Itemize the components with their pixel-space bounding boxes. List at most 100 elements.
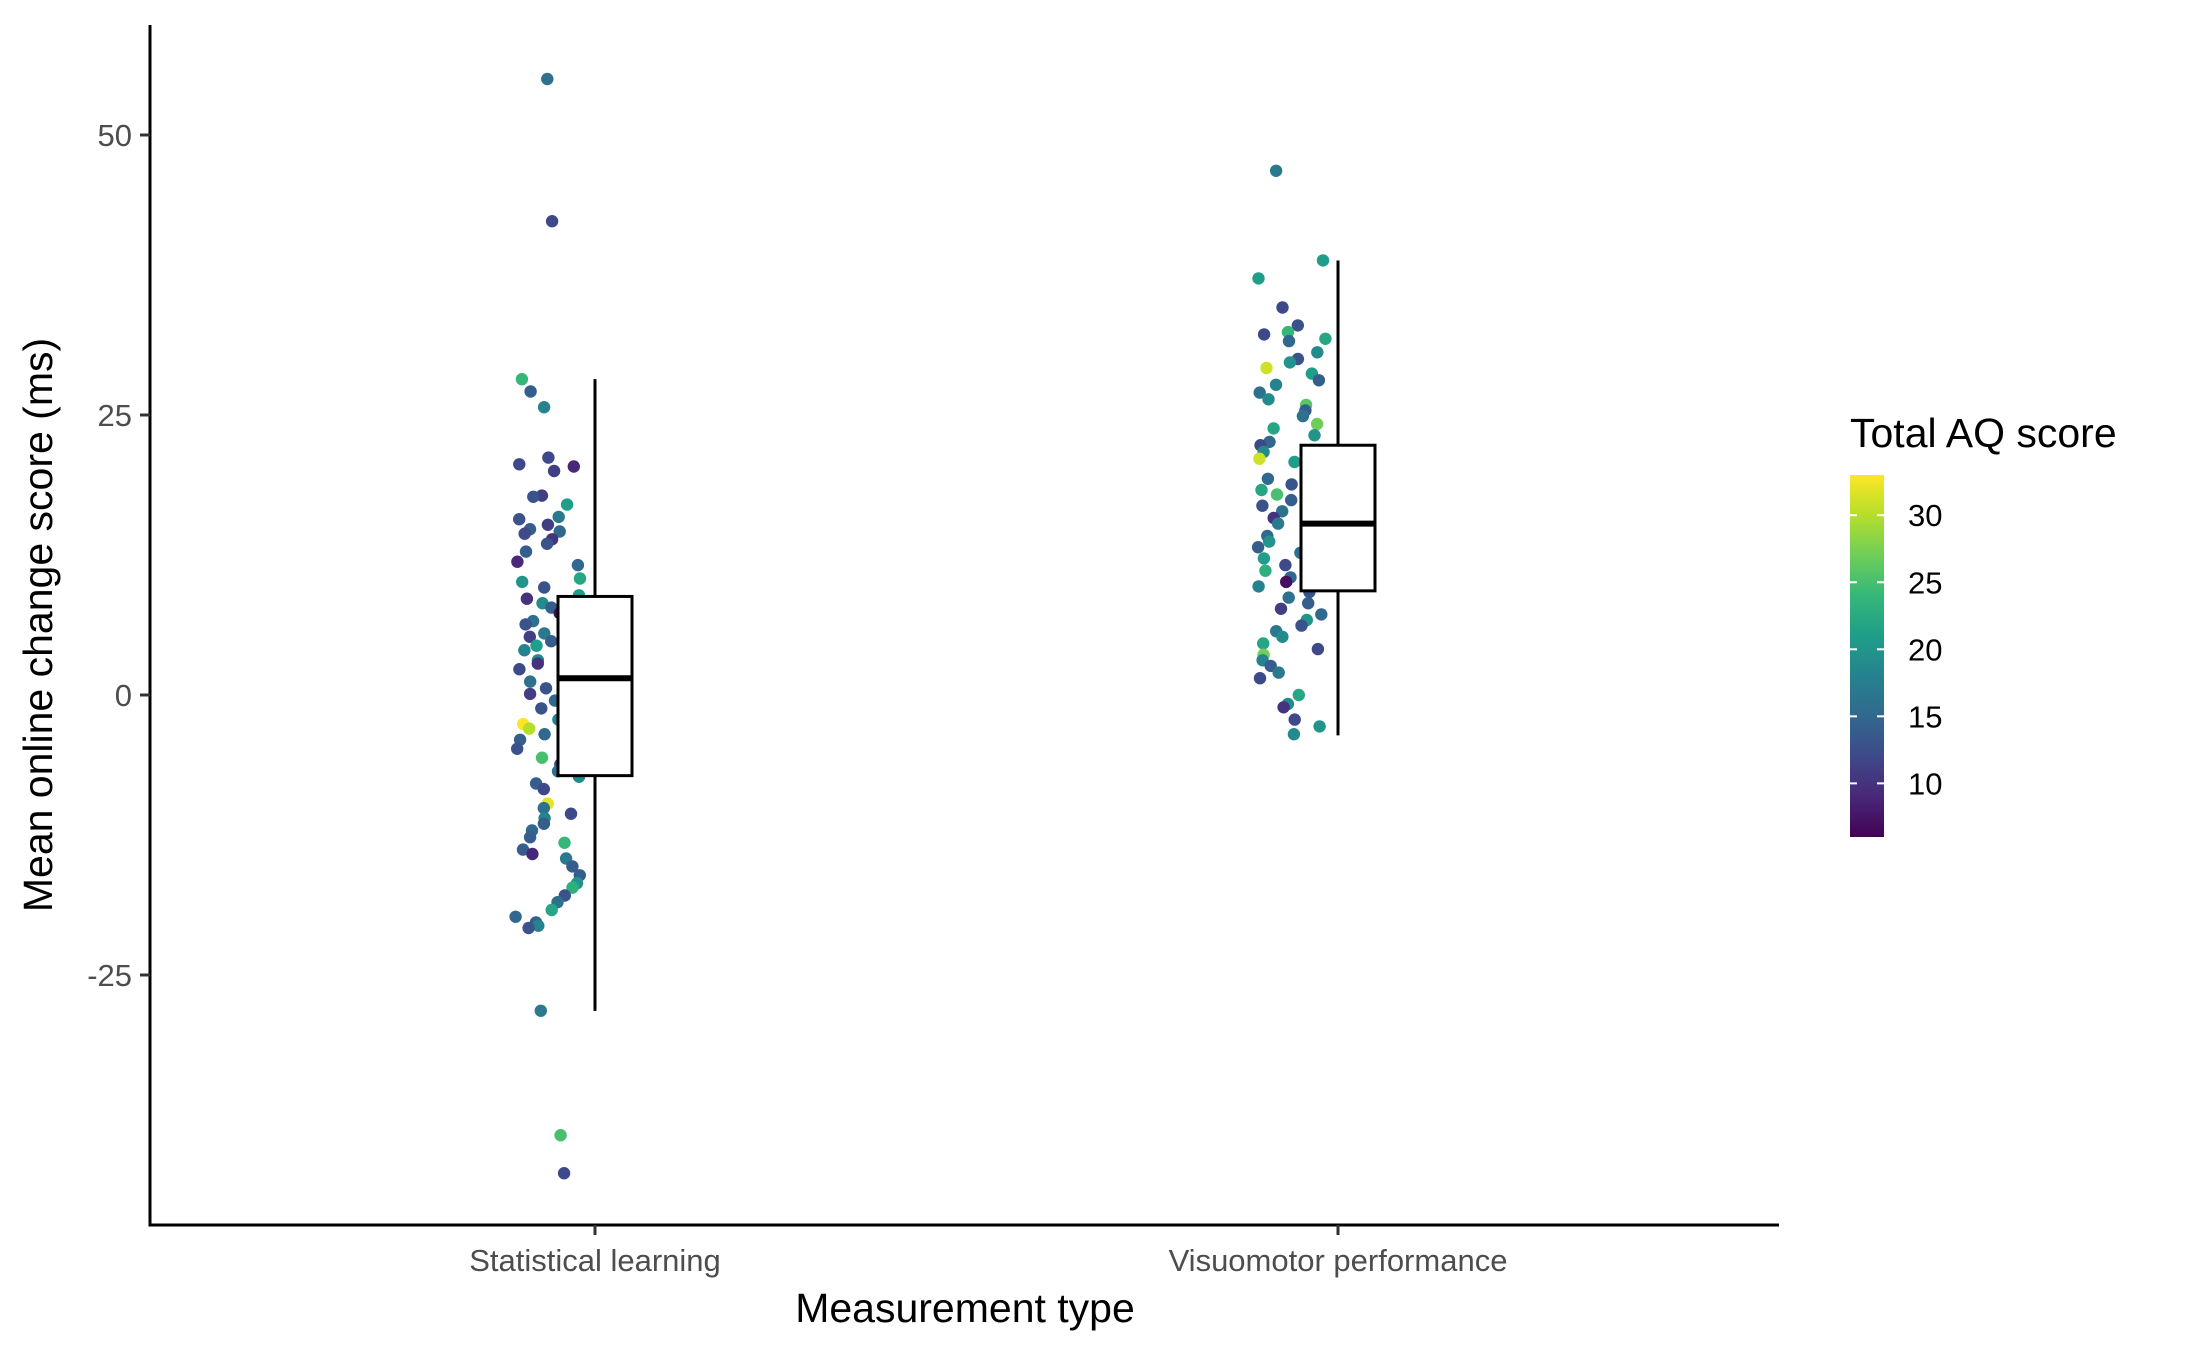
- data-point: [1311, 346, 1324, 359]
- data-point: [535, 702, 548, 715]
- y-tick-label: 0: [115, 678, 132, 713]
- data-point: [1285, 478, 1298, 491]
- data-point: [1257, 552, 1271, 565]
- data-point: [1262, 393, 1275, 406]
- data-point: [1319, 332, 1332, 345]
- data-point: [571, 558, 585, 572]
- data-point: [545, 635, 558, 648]
- data-point: [515, 373, 529, 386]
- data-point: [1295, 619, 1308, 632]
- data-point: [1269, 164, 1283, 177]
- data-point: [553, 525, 566, 538]
- data-point: [538, 581, 551, 594]
- data-point: [513, 458, 526, 471]
- data-point: [537, 801, 550, 815]
- data-point: [526, 847, 539, 861]
- data-point: [1288, 455, 1301, 469]
- data-point: [519, 618, 532, 631]
- data-point: [552, 510, 565, 524]
- y-axis-ticks: -25 0 25 50: [87, 118, 150, 993]
- data-point: [538, 728, 551, 741]
- data-point: [1269, 378, 1283, 391]
- data-point: [1313, 720, 1326, 733]
- data-point: [560, 498, 574, 511]
- data-point: [554, 1129, 567, 1142]
- colorbar-tick-label: 10: [1908, 766, 1942, 801]
- data-point: [540, 537, 554, 550]
- colorbar-ticks: 10 15 20 25 30: [1850, 498, 1942, 801]
- data-point: [1257, 637, 1270, 650]
- data-point: [1308, 429, 1321, 442]
- data-point: [1271, 517, 1285, 530]
- data-point: [1280, 575, 1293, 589]
- data-point: [545, 215, 559, 228]
- data-point: [519, 545, 533, 558]
- data-point: [524, 385, 537, 398]
- data-point: [1259, 564, 1272, 577]
- data-point: [1281, 325, 1295, 339]
- data-point: [1256, 499, 1269, 512]
- y-tick-label: -25: [87, 958, 132, 993]
- data-point: [1252, 580, 1265, 593]
- data-point: [1311, 642, 1325, 656]
- boxplots: [556, 260, 1377, 1011]
- data-point: [557, 1167, 571, 1180]
- data-point: [1296, 409, 1310, 423]
- data-point: [518, 644, 531, 657]
- data-point: [1260, 361, 1273, 375]
- data-point: [1251, 541, 1265, 554]
- data-point: [573, 572, 587, 585]
- data-point: [1292, 688, 1306, 702]
- data-point: [518, 527, 531, 540]
- data-point: [1261, 472, 1275, 485]
- data-point: [527, 490, 540, 503]
- data-point: [1253, 386, 1266, 399]
- colorbar-legend: Total AQ score 10 15 20 25 30: [1850, 410, 2117, 837]
- data-point: [523, 722, 536, 735]
- data-point: [1257, 328, 1271, 341]
- data-point: [1282, 334, 1296, 348]
- x-tick-label: Visuomotor performance: [1169, 1243, 1508, 1278]
- data-point: [537, 401, 551, 414]
- data-point: [566, 881, 579, 894]
- data-point: [1276, 505, 1289, 518]
- y-tick-label: 50: [98, 118, 132, 153]
- data-point: [516, 843, 530, 856]
- data-point: [539, 682, 553, 695]
- y-axis-title: Mean online change score (ms): [15, 338, 61, 912]
- data-point: [1315, 608, 1328, 621]
- data-point: [1291, 319, 1305, 332]
- data-point: [564, 807, 578, 820]
- data-point: [513, 663, 526, 676]
- data-point: [1272, 666, 1285, 679]
- data-point: [1283, 356, 1297, 369]
- data-point: [1255, 483, 1268, 497]
- boxplot-box: [556, 594, 634, 778]
- data-point: [516, 575, 529, 589]
- data-point: [530, 639, 543, 652]
- data-point: [523, 831, 537, 844]
- data-point: [1277, 701, 1290, 714]
- colorbar-tick-label: 20: [1908, 632, 1942, 667]
- data-point: [1312, 374, 1326, 387]
- data-point: [1302, 597, 1315, 610]
- data-point: [520, 592, 534, 605]
- data-points: [509, 72, 1332, 1180]
- data-point: [1288, 713, 1301, 726]
- data-point: [524, 675, 537, 688]
- data-point: [513, 513, 526, 526]
- boxplot: [1299, 260, 1377, 736]
- data-point: [558, 836, 571, 849]
- data-point: [1310, 417, 1324, 431]
- data-point: [547, 464, 561, 478]
- data-point: [1282, 591, 1295, 604]
- data-point: [542, 451, 555, 464]
- data-point: [522, 921, 535, 935]
- data-point: [534, 1004, 547, 1017]
- data-point: [1253, 452, 1266, 465]
- colorbar: [1850, 475, 1884, 837]
- colorbar-tick-label: 25: [1908, 565, 1942, 600]
- data-point: [1267, 422, 1280, 435]
- data-point: [1252, 272, 1265, 285]
